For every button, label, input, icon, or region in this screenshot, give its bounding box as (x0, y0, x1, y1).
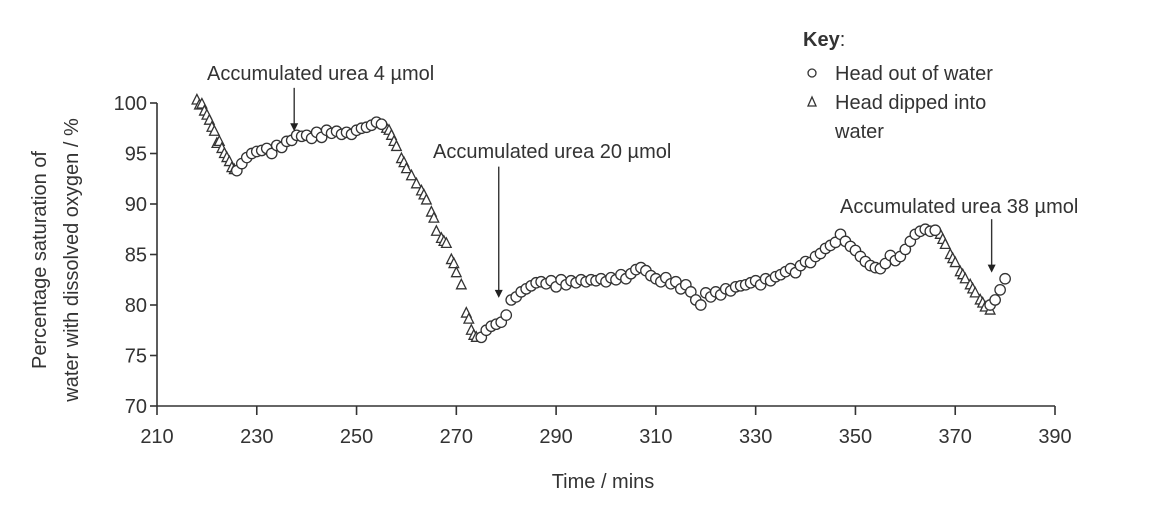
y-tick-label: 75 (125, 346, 147, 368)
arrow-head-icon (494, 289, 503, 298)
point-head-dipped (450, 265, 463, 278)
point-head-dipped (405, 168, 418, 181)
x-tick-label: 310 (639, 426, 672, 448)
point-head-dipped (462, 312, 475, 324)
point-head-out (999, 272, 1011, 285)
y-axis-label-line-2: water with dissolved oxygen / % (61, 118, 83, 403)
legend-entry-label: Head out of water (835, 63, 993, 85)
legend-triangle-icon (806, 95, 818, 107)
point-head-out (989, 294, 1001, 306)
legend-title: Key: (803, 29, 845, 51)
y-axis-label-line-1: Percentage saturation of (29, 151, 51, 369)
point-head-dipped (208, 124, 221, 136)
y-axis-label: Percentage saturation of water with diss… (29, 118, 83, 403)
y-tick-label: 95 (125, 144, 147, 166)
point-head-dipped (390, 139, 403, 152)
point-head-dipped (949, 255, 962, 268)
x-tick-label: 350 (839, 426, 872, 448)
point-head-dipped (420, 193, 433, 205)
x-tick-label: 290 (539, 426, 572, 448)
annotation-label: Accumulated urea 4 µmol (207, 63, 434, 85)
x-tick-label: 230 (240, 426, 273, 448)
point-head-dipped (430, 224, 443, 236)
point-head-out (375, 118, 388, 131)
axes: 70 75 80 85 90 95 100 210 230 250 270 290 310 330 350 3… (114, 93, 1072, 448)
arrow-head-icon (987, 264, 996, 273)
legend: Key: Head out of water Head dipped into wa… (803, 29, 993, 143)
annotation-label: Accumulated urea 20 µmol (433, 141, 671, 163)
legend-circle-icon (807, 68, 817, 78)
x-axis-label: Time / mins (552, 471, 655, 493)
annotations: Accumulated urea 4 µmol Accumulated urea … (207, 63, 1078, 298)
x-tick-label: 330 (739, 426, 772, 448)
point-head-dipped (428, 211, 440, 223)
annotation-label: Accumulated urea 38 µmol (840, 196, 1078, 218)
legend-entry-label: Head dipped into (835, 92, 986, 114)
y-tick-label: 80 (125, 295, 147, 317)
point-head-out (929, 224, 942, 237)
point-head-out (500, 309, 513, 321)
y-tick-label: 100 (114, 93, 147, 115)
point-head-dipped (440, 236, 453, 249)
point-head-dipped (939, 237, 952, 250)
x-tick-label: 210 (140, 426, 173, 448)
y-tick-label: 85 (125, 245, 147, 267)
point-head-out (994, 283, 1006, 296)
point-head-dipped (455, 277, 468, 290)
x-tick-label: 250 (340, 426, 373, 448)
x-tick-label: 370 (939, 426, 972, 448)
point-head-dipped (969, 285, 982, 298)
point-head-out (694, 299, 707, 311)
point-head-dipped (410, 176, 423, 189)
data-points (191, 93, 1011, 344)
legend-entry-label: water (834, 121, 884, 143)
point-head-dipped (400, 161, 413, 174)
y-tick-label: 70 (125, 396, 147, 418)
point-head-dipped (447, 256, 460, 269)
arrow-head-icon (290, 123, 299, 132)
point-head-dipped (959, 271, 972, 284)
y-tick-label: 90 (125, 194, 147, 216)
x-tick-label: 390 (1038, 426, 1071, 448)
x-tick-label: 270 (440, 426, 473, 448)
